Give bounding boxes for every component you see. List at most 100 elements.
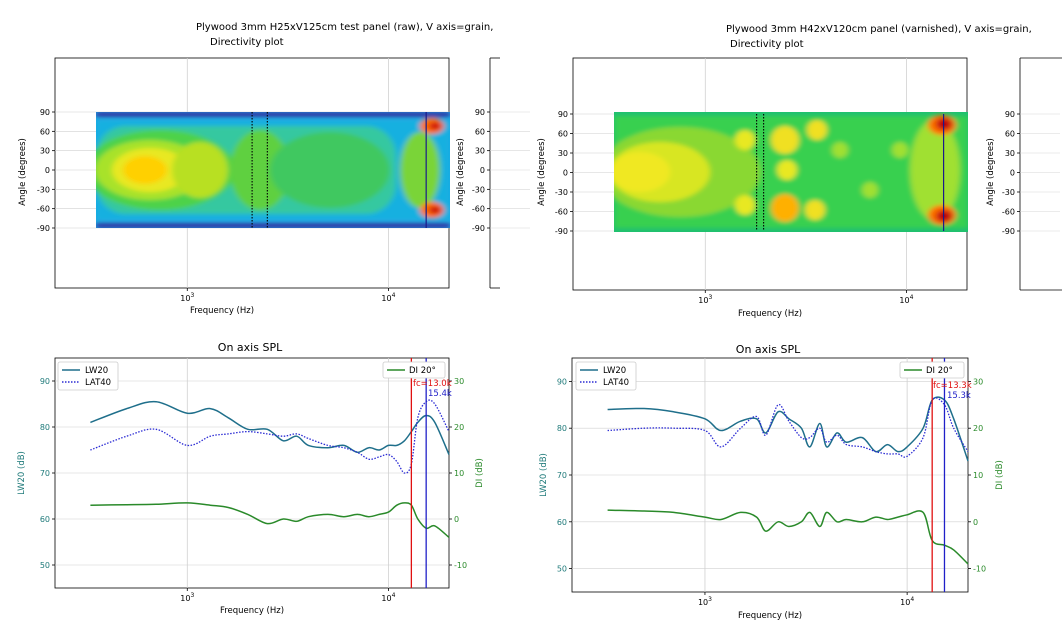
spl-xlabel: Frequency (Hz) [220,606,284,616]
y-tick-label: 50 [40,561,50,570]
heatmap-ylabel: Angle (degrees) [18,138,28,206]
heatmap-xlabel: Frequency (Hz) [190,306,254,316]
y-tick-label: 60 [40,515,50,524]
spl-ylabel: LW20 (dB) [539,453,549,497]
y-tick-label: 60 [475,127,485,136]
panel-title-line1: Plywood 3mm H25xV125cm test panel (raw),… [196,22,493,33]
y-tick-label: -60 [472,205,485,214]
panel-title-line2: Directivity plot [210,37,284,48]
side-axis: 90 60 30 0 -30 -60 -90 Angle (degrees) [986,57,1062,291]
y-tick-label: -90 [555,227,568,236]
heatmap-ylabel: Angle (degrees) [537,138,547,206]
y-tick-label: -30 [37,185,50,194]
legend-right: DI 20° [382,361,446,379]
heatmap-markers [251,112,427,228]
y-tick-label: 80 [557,424,567,433]
y2-tick-label: 30 [454,377,464,386]
y-tick-label: 90 [40,377,50,386]
y-tick-label: 0 [1010,169,1015,178]
y-tick-label: 50 [557,565,567,574]
x-tick-label: 104 [900,596,914,607]
y2-tick-label: 0 [973,518,978,527]
y-tick-label: 90 [40,108,50,117]
y-tick-label: 0 [45,166,50,175]
heatmap-xlabel: Frequency (Hz) [738,309,802,319]
y-tick-label: 60 [1005,130,1015,139]
x-tick-label: 104 [381,292,395,303]
directivity-heatmap: 103 104 90 60 30 0 -30 -60 -90 Frequency (Hz) An… [537,57,968,319]
legend-lw20: LW20 [603,366,626,376]
y-tick-label: 60 [557,518,567,527]
y-tick-label: 60 [558,130,568,139]
y2-tick-label: 20 [454,423,464,432]
spl-ticks: 103 104 50 60 70 80 90 -10 0 10 20 30 [40,377,467,603]
legend-di: DI 20° [926,366,953,376]
legend-lat40: LAT40 [603,378,629,388]
series-di-20 [607,509,969,565]
di-ylabel: DI (dB) [995,460,1005,490]
y-tick-label: -90 [1002,227,1015,236]
y-tick-label: -60 [555,208,568,217]
spl-title: On axis SPL [218,341,283,354]
spl-series [90,358,450,588]
legend-left: LW20 LAT40 [575,361,637,391]
y-tick-label: -30 [472,185,485,194]
y2-tick-label: -10 [973,565,986,574]
x-tick-label: 104 [899,294,913,305]
y-tick-label: -30 [555,188,568,197]
on-axis-spl-chart: On axis SPL 103 104 50 60 70 80 90 -10 0 10 20 30 F… [539,343,1005,621]
y-tick-label: 30 [40,147,50,156]
side-ylabel: Angle (degrees) [986,138,996,206]
y2-tick-label: 20 [973,424,983,433]
y2-tick-label: 10 [973,471,983,480]
on-axis-spl-chart: On axis SPL 103 104 50 60 70 80 90 -10 0 10 20 30 F… [17,341,485,616]
legend-lat40: LAT40 [85,378,111,388]
x-tick-label: 103 [180,292,194,303]
y-tick-label: 0 [563,169,568,178]
right-panel: Plywood 3mm H42xV120cm panel (varnished)… [537,24,1062,621]
y-tick-label: 30 [1005,149,1015,158]
panel-title-line1: Plywood 3mm H42xV120cm panel (varnished)… [726,24,1032,35]
legend-di: DI 20° [409,366,436,376]
y-tick-label: 90 [1005,110,1015,119]
spl-ticks: 103 104 50 60 70 80 90 -10 0 10 20 30 [557,377,986,607]
legend-lw20: LW20 [85,366,108,376]
heatmap-ticks: 103 104 90 60 30 0 -30 -60 -90 [37,108,396,303]
y-tick-label: 0 [480,166,485,175]
side-ylabel: Angle (degrees) [456,138,466,206]
y-tick-label: 70 [557,471,567,480]
x-tick-label: 103 [698,596,712,607]
di-ylabel: DI (dB) [475,458,485,488]
y-tick-label: -90 [472,224,485,233]
side-axis: 90 60 30 0 -30 -60 -90 Angle (degrees) [456,57,530,289]
spl-xlabel: Frequency (Hz) [738,611,802,621]
y-tick-label: -60 [1002,208,1015,217]
y-tick-label: -30 [1002,188,1015,197]
y-tick-label: 30 [558,149,568,158]
spl-series [607,358,969,592]
left-panel: Plywood 3mm H25xV125cm test panel (raw),… [17,22,530,616]
y2-tick-label: 0 [454,515,459,524]
x-tick-label: 103 [180,592,194,603]
y-tick-label: 80 [40,423,50,432]
heatmap-markers [756,114,945,231]
y-tick-label: 90 [558,110,568,119]
heatmap-ticks: 103 104 90 60 30 0 -30 -60 -90 [555,110,914,305]
y2-tick-label: -10 [454,561,467,570]
y2-tick-label: 10 [454,469,464,478]
fc-label: fc=13.3k [933,381,972,391]
panel-title-line2: Directivity plot [730,39,804,50]
y-tick-label: -60 [37,205,50,214]
spl-ylabel: LW20 (dB) [17,451,27,495]
y2-tick-label: 30 [973,377,983,386]
y-tick-label: -90 [37,224,50,233]
spl-title: On axis SPL [736,343,801,356]
legend-right: DI 20° [899,361,965,379]
f2-label: 15.4k [428,389,452,399]
directivity-heatmap: 103 104 90 60 30 0 -30 -60 -90 Frequency (Hz) An… [18,57,450,316]
f2-label: 15.3k [947,391,971,401]
y-tick-label: 60 [40,127,50,136]
y-tick-label: 90 [557,377,567,386]
spl-grid [55,358,449,588]
